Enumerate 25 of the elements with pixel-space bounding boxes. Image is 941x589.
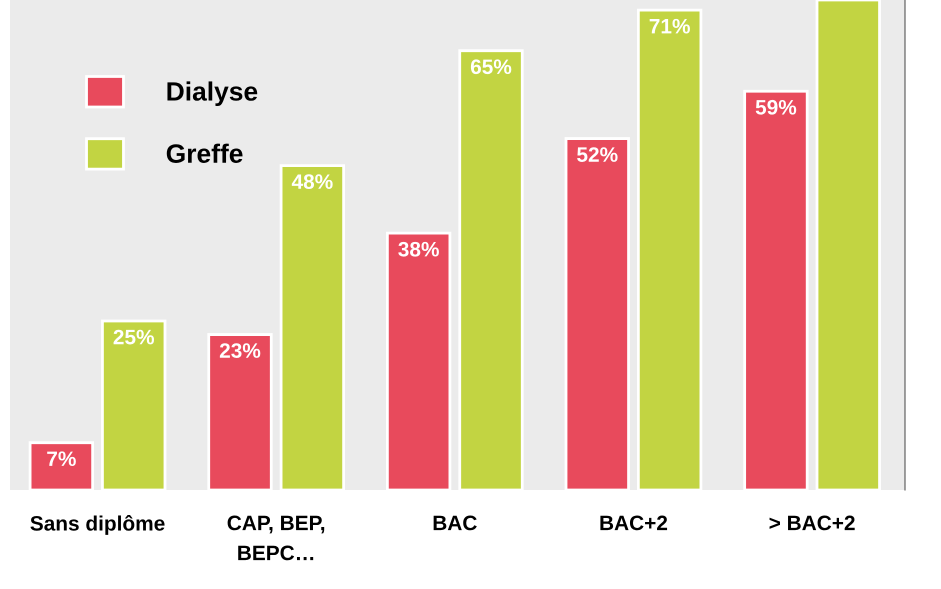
bar bbox=[458, 49, 524, 490]
legend-label: Greffe bbox=[166, 144, 243, 163]
x-tick-label: CAP, BEP, BEPC… bbox=[228, 516, 324, 560]
bar bbox=[280, 164, 346, 490]
bar bbox=[564, 137, 630, 490]
x-tick-label: BAC bbox=[434, 516, 477, 530]
bar bbox=[636, 8, 702, 490]
data-label: 25% bbox=[114, 330, 154, 344]
data-label: 52% bbox=[577, 147, 618, 162]
bar bbox=[743, 90, 809, 490]
data-label: 23% bbox=[220, 343, 260, 358]
bar bbox=[28, 441, 94, 490]
x-tick-label: Sans diplôme bbox=[30, 515, 165, 535]
data-label: 59% bbox=[756, 100, 796, 115]
legend-label: Dialyse bbox=[167, 81, 258, 106]
x-tick-label: BAC+2 bbox=[600, 516, 668, 530]
data-label: 65% bbox=[470, 59, 512, 74]
bar bbox=[207, 333, 273, 490]
data-label: 71% bbox=[650, 18, 690, 34]
bar bbox=[101, 320, 166, 490]
data-label: 48% bbox=[292, 174, 333, 189]
bar bbox=[386, 232, 452, 490]
x-tick-label: > BAC+2 bbox=[770, 516, 855, 530]
data-label: 7% bbox=[47, 451, 76, 466]
data-label: 38% bbox=[398, 242, 439, 257]
